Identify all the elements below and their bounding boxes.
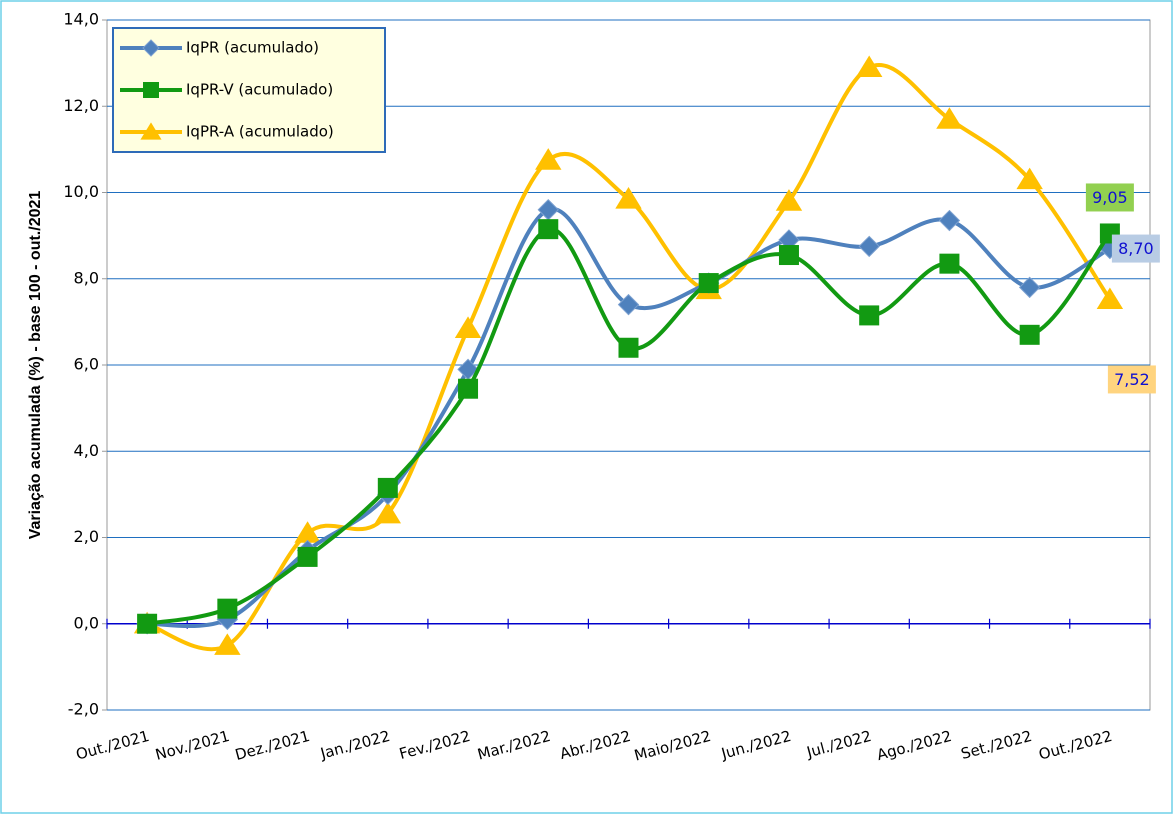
y-tick-label: -2,0 xyxy=(68,700,99,719)
value-label-box xyxy=(1085,183,1134,212)
series xyxy=(137,219,1120,634)
value-label-box xyxy=(1111,234,1160,263)
value-label-box xyxy=(1107,365,1156,394)
marker xyxy=(775,189,803,211)
marker xyxy=(538,219,559,240)
marker xyxy=(458,378,479,399)
marker xyxy=(374,501,402,524)
legend-label: IqPR-A (acumulado) xyxy=(186,123,334,141)
marker xyxy=(615,186,642,209)
marker xyxy=(1018,276,1041,299)
value-label: 8,70 xyxy=(1118,239,1154,258)
y-tick-label: 14,0 xyxy=(63,10,99,29)
marker xyxy=(859,305,880,326)
marker xyxy=(143,82,159,98)
y-tick-label: 12,0 xyxy=(63,96,99,115)
y-axis-label: Variação acumulada (%) - base 100 - out.… xyxy=(27,191,44,540)
y-tick-label: 0,0 xyxy=(74,613,99,632)
y-tick-label: 4,0 xyxy=(74,441,99,460)
marker xyxy=(1016,167,1043,190)
marker xyxy=(855,55,883,78)
marker xyxy=(377,477,398,498)
value-label: 7,52 xyxy=(1114,370,1150,389)
series xyxy=(133,55,1124,655)
marker xyxy=(142,39,160,57)
marker xyxy=(617,293,640,316)
marker xyxy=(214,633,241,655)
marker xyxy=(936,107,963,129)
marker xyxy=(1019,324,1040,345)
y-tick-label: 6,0 xyxy=(74,355,99,374)
y-tick-label: 10,0 xyxy=(63,182,99,201)
marker xyxy=(1096,287,1124,310)
marker xyxy=(294,521,321,543)
legend-label: IqPR-V (acumulado) xyxy=(186,81,333,99)
y-tick-label: 8,0 xyxy=(74,268,99,287)
marker xyxy=(140,122,162,140)
marker xyxy=(778,245,799,266)
marker xyxy=(698,273,719,294)
legend-label: IqPR (acumulado) xyxy=(186,39,319,57)
marker xyxy=(137,613,158,634)
marker xyxy=(454,316,482,338)
marker xyxy=(858,235,880,258)
marker xyxy=(939,253,960,274)
marker xyxy=(217,598,238,619)
marker xyxy=(535,148,562,170)
marker xyxy=(618,337,639,358)
y-tick-label: 2,0 xyxy=(74,527,99,546)
marker xyxy=(297,546,318,567)
value-label: 9,05 xyxy=(1092,188,1128,207)
marker xyxy=(938,209,961,232)
